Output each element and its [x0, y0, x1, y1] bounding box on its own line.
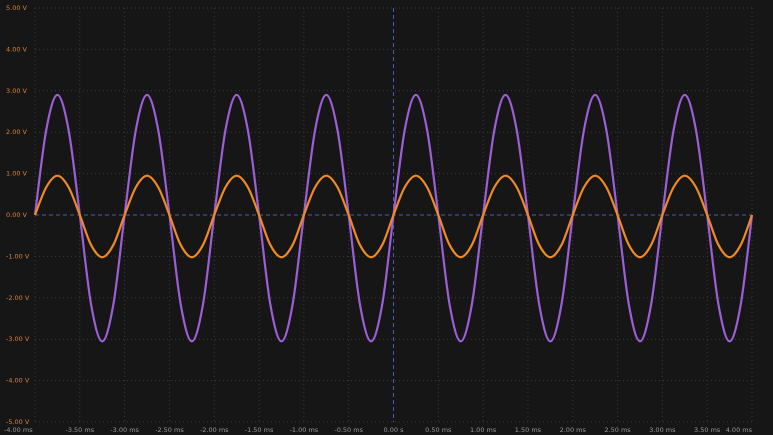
x-tick-label: 1.00 ms	[470, 426, 497, 434]
waveform	[33, 174, 754, 259]
x-tick-label: 4.00 ms	[726, 426, 753, 434]
x-tick-label: 0.50 ms	[425, 426, 452, 434]
x-tick-label: -2.00 ms	[200, 426, 229, 434]
y-tick-label: 5.00 V	[6, 4, 28, 12]
x-tick-label: 2.00 ms	[560, 426, 587, 434]
x-tick-label: 1.50 ms	[515, 426, 542, 434]
y-tick-label: 4.00 V	[6, 45, 28, 53]
y-tick-label: -5.00 V	[6, 418, 30, 426]
x-tick-label: -4.00 ms	[4, 426, 33, 434]
x-tick-label: -0.50 ms	[334, 426, 363, 434]
x-tick-label: -1.00 ms	[290, 426, 319, 434]
y-tick-label: 2.00 V	[6, 128, 28, 136]
y-tick-label: 0.00 V	[6, 211, 28, 219]
y-tick-label: 3.00 V	[6, 87, 28, 95]
y-tick-label: -1.00 V	[6, 252, 30, 260]
x-tick-label: 0.00 s	[384, 426, 405, 434]
x-tick-label: -3.50 ms	[66, 426, 95, 434]
x-tick-label: -2.50 ms	[155, 426, 184, 434]
x-tick-label: -1.50 ms	[245, 426, 274, 434]
x-tick-label: -3.00 ms	[110, 426, 139, 434]
x-tick-label: 3.00 ms	[649, 426, 676, 434]
x-tick-label: 2.50 ms	[604, 426, 631, 434]
y-tick-label: 1.00 V	[6, 170, 28, 178]
x-tick-label: 3.50 ms	[694, 426, 721, 434]
y-tick-label: -4.00 V	[6, 377, 30, 385]
y-tick-label: -2.00 V	[6, 294, 30, 302]
y-tick-label: -3.00 V	[6, 335, 30, 343]
